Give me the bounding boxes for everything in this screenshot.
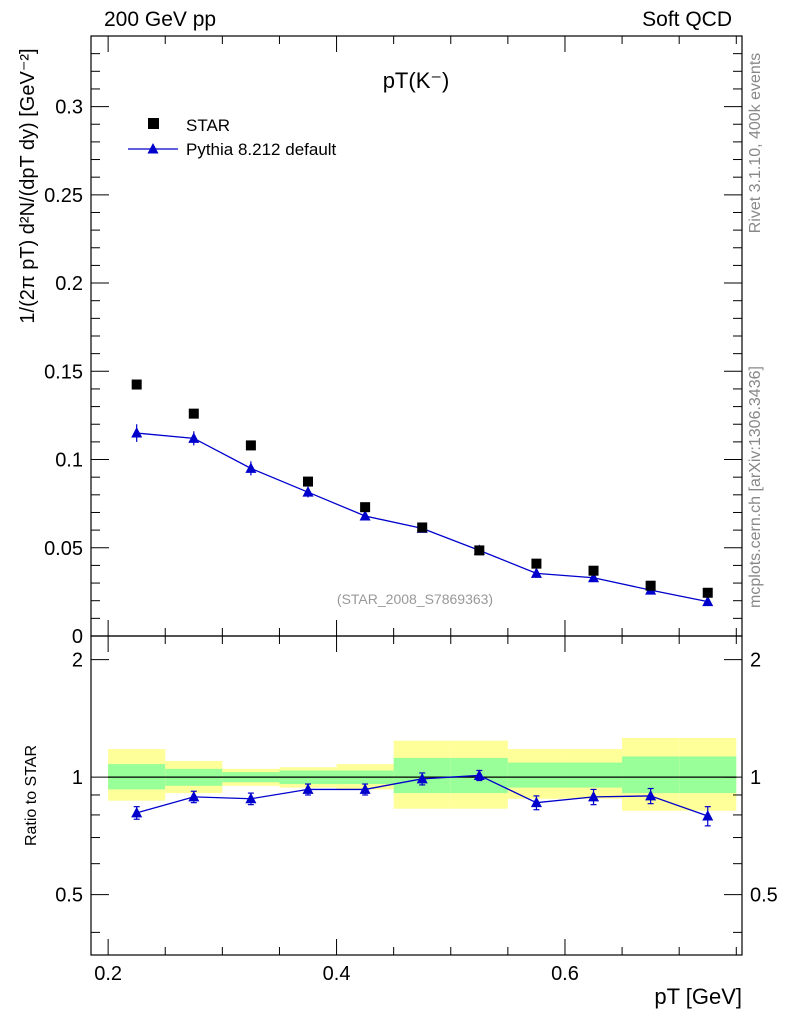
ratio-point: [188, 790, 200, 802]
mc-point: [302, 486, 314, 497]
data-point: [645, 580, 656, 591]
y-tick-label: 0.05: [44, 538, 83, 560]
ratio-point: [645, 789, 657, 801]
mc-point: [359, 510, 371, 521]
ratio-y-tick-label: 2: [72, 650, 83, 672]
ratio-plot-frame: [90, 635, 743, 956]
y-tick-label: 0.25: [44, 185, 83, 207]
mc-series-line: [136, 432, 708, 603]
ratio-y-tick-label-right: 2: [750, 650, 761, 672]
y-tick-label: 0.1: [55, 450, 83, 472]
data-point: [303, 476, 313, 487]
data-point: [531, 558, 542, 569]
plot-title: pT(K⁻): [383, 68, 450, 93]
legend-label-star: STAR: [186, 116, 230, 135]
ratio-y-axis-label: Ratio to STAR: [23, 745, 40, 846]
mc-point: [245, 462, 257, 473]
ratio-point: [131, 806, 143, 818]
legend-marker-star: [148, 118, 159, 129]
legend-label-mc: Pythia 8.212 default: [186, 140, 337, 159]
ratio-y-tick-label-right: 1: [750, 767, 761, 789]
ratio-y-tick-label: 1: [72, 767, 83, 789]
x-tick-label: 0.6: [551, 963, 579, 985]
mc-point: [530, 567, 542, 578]
header-left: 200 GeV pp: [104, 8, 217, 31]
band-inner-bin: [622, 756, 680, 794]
mc-point: [188, 432, 200, 443]
mc-point: [131, 427, 143, 438]
y-tick-label: 0.3: [55, 97, 83, 119]
ratio-point: [416, 772, 428, 784]
mc-point: [702, 595, 714, 607]
x-tick-label: 0.4: [323, 963, 351, 985]
y-tick-label: 0.15: [44, 361, 83, 383]
data-point: [417, 522, 428, 533]
x-tick-label: 0.2: [94, 963, 122, 985]
ratio-point: [588, 790, 600, 802]
y-tick-label: 0: [72, 626, 83, 648]
ratio-point: [702, 809, 714, 821]
y-tick-label: 0.2: [55, 273, 83, 295]
mc-point: [588, 571, 600, 583]
data-point: [188, 408, 199, 419]
mcplots-side-label: mcplots.cern.ch [arXiv:1306.3436]: [747, 366, 764, 608]
ratio-point: [245, 792, 257, 804]
legend-marker-mc: [147, 143, 159, 154]
band-inner-bin: [507, 762, 565, 788]
ratio-point: [359, 783, 371, 794]
y-axis-label: 1/(2π pT) d²N/(dpT dy) [GeV⁻²]: [17, 48, 39, 323]
data-point: [245, 440, 256, 451]
data-point: [702, 587, 713, 598]
data-point: [588, 565, 599, 576]
x-axis-label: pT [GeV]: [654, 984, 742, 1009]
ratio-y-tick-label-right: 0.5: [750, 885, 778, 907]
analysis-watermark: (STAR_2008_S7869363): [337, 591, 493, 607]
header-right: Soft QCD: [642, 8, 732, 31]
ratio-point: [473, 769, 485, 780]
ratio-y-tick-label: 0.5: [55, 885, 83, 907]
data-point: [474, 545, 485, 556]
ratio-point: [530, 796, 542, 808]
rivet-side-label: Rivet 3.1.10, 400k events: [747, 53, 764, 234]
data-point: [360, 502, 371, 513]
band-inner-bin: [564, 762, 623, 788]
data-point: [131, 379, 142, 390]
ratio-point: [302, 783, 314, 794]
band-inner-bin: [679, 756, 737, 794]
